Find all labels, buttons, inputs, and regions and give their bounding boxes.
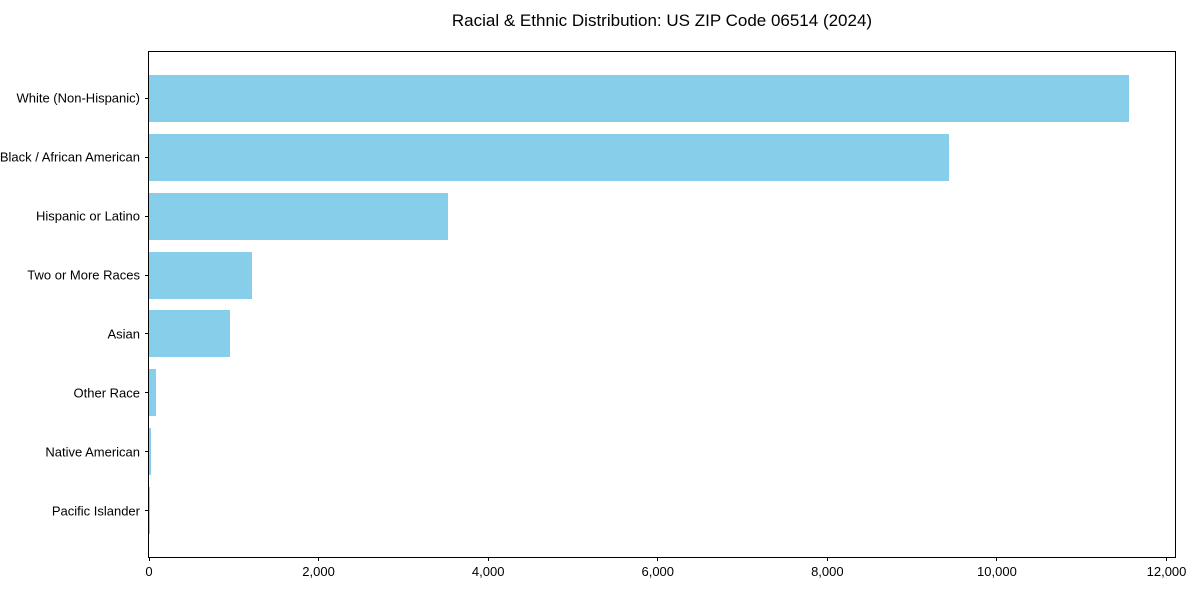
y-tick-label: Other Race bbox=[73, 385, 140, 401]
x-tick-label: 2,000 bbox=[302, 564, 335, 579]
y-tick-label: White (Non-Hispanic) bbox=[16, 90, 140, 106]
bar bbox=[149, 133, 950, 181]
x-tick bbox=[148, 557, 150, 561]
x-tick-label: 4,000 bbox=[471, 564, 505, 579]
x-tick-label: 6,000 bbox=[641, 564, 675, 579]
x-tick bbox=[1166, 557, 1168, 561]
x-tick bbox=[996, 557, 998, 561]
y-tick bbox=[145, 333, 149, 335]
x-tick-label: 8,000 bbox=[811, 564, 844, 579]
y-tick-label: Black / African American bbox=[0, 149, 140, 165]
bar bbox=[149, 74, 1130, 123]
y-tick bbox=[145, 274, 149, 276]
y-tick-label: Pacific Islander bbox=[51, 503, 140, 518]
x-tick-label: 12,000 bbox=[1146, 564, 1187, 579]
x-tick bbox=[657, 557, 659, 561]
x-tick-label: 0 bbox=[145, 564, 153, 579]
y-tick-label: Hispanic or Latino bbox=[35, 208, 140, 224]
y-tick bbox=[145, 392, 149, 394]
y-tick bbox=[145, 156, 149, 158]
x-tick bbox=[826, 557, 828, 561]
bar bbox=[149, 428, 151, 476]
y-tick bbox=[145, 451, 149, 453]
bar bbox=[149, 369, 156, 417]
x-tick bbox=[487, 557, 489, 561]
bar bbox=[149, 251, 253, 299]
y-tick-label: Native American bbox=[45, 444, 140, 460]
y-tick bbox=[145, 510, 149, 511]
x-tick-label: 10,000 bbox=[977, 564, 1017, 579]
y-tick-label: Two or More Races bbox=[27, 267, 140, 283]
y-tick bbox=[145, 215, 149, 217]
y-tick-label: Asian bbox=[107, 326, 140, 342]
y-tick bbox=[145, 97, 149, 99]
bar bbox=[149, 192, 449, 240]
plot-area: White (Non-Hispanic) Black / African Amer… bbox=[0, 51, 1186, 579]
chart-title: Racial & Ethnic Distribution: US ZIP Cod… bbox=[451, 11, 873, 30]
x-tick bbox=[318, 557, 320, 561]
bar bbox=[149, 310, 231, 358]
